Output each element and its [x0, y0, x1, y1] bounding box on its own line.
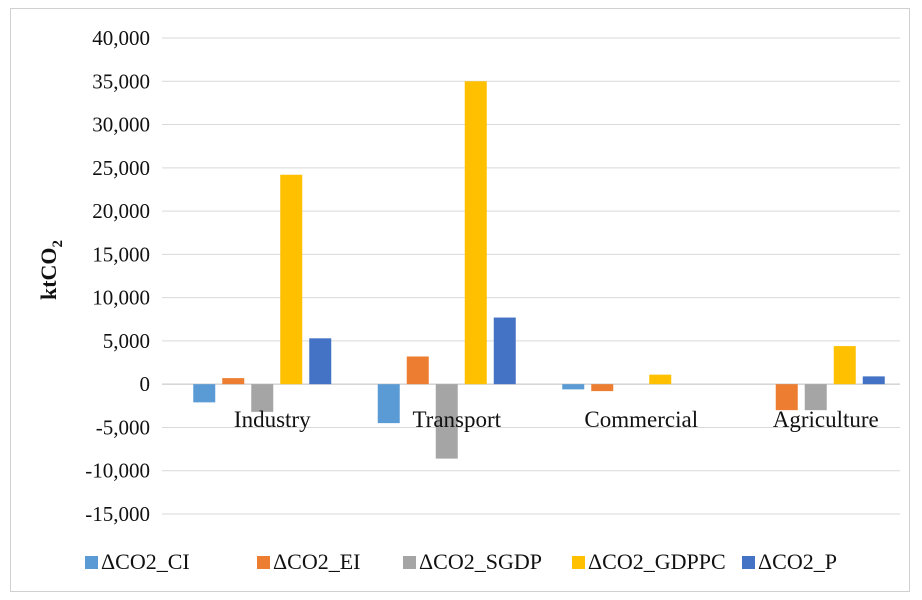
bar-ΔCO2_CI-Transport — [377, 384, 400, 424]
y-tick-label: -15,000 — [85, 502, 150, 526]
bar-ΔCO2_EI-Agriculture — [775, 384, 798, 411]
bar-ΔCO2_EI-Transport — [406, 356, 429, 385]
legend-swatch — [85, 556, 98, 569]
bar-ΔCO2_P-Transport — [493, 317, 516, 385]
bar-ΔCO2_SGDP-Industry — [251, 384, 274, 412]
gridlines — [162, 37, 900, 515]
y-axis-label: ktCO2 — [36, 240, 66, 300]
legend-swatch — [742, 556, 755, 569]
y-axis-ticks: 40,000 35,000 30,000 25,000 20,000 15,000 10,0… — [85, 26, 150, 526]
bar-ΔCO2_SGDP-Transport — [435, 384, 458, 459]
bar-ΔCO2_GDPPC-Industry — [280, 174, 303, 385]
y-tick-label: 30,000 — [92, 113, 150, 137]
y-axis-label-main: ktCO — [36, 247, 61, 300]
y-tick-label: 10,000 — [92, 286, 150, 310]
category-label: Transport — [412, 407, 501, 432]
bar-ΔCO2_SGDP-Agriculture — [804, 384, 827, 411]
bar-ΔCO2_P-Industry — [309, 338, 332, 385]
bar-ΔCO2_CI-Industry — [193, 384, 216, 403]
bars — [193, 81, 885, 459]
bar-ΔCO2_P-Agriculture — [862, 376, 885, 385]
category-label: Agriculture — [773, 407, 879, 432]
legend-swatch — [403, 556, 416, 569]
legend-label: ΔCO2_CI — [101, 549, 190, 574]
legend-swatch — [572, 556, 585, 569]
legend-label: ΔCO2_SGDP — [419, 549, 542, 574]
bar-ΔCO2_CI-Commercial — [562, 384, 585, 390]
y-axis-label-subscript: 2 — [50, 240, 66, 248]
legend: ΔCO2_CI ΔCO2_EI ΔCO2_SGDP ΔCO2_GDPPC ΔCO2_P — [85, 549, 837, 574]
category-label: Commercial — [584, 407, 698, 432]
bar-ΔCO2_GDPPC-Agriculture — [833, 346, 856, 385]
y-tick-label: 5,000 — [103, 329, 150, 353]
y-tick-label: 20,000 — [92, 199, 150, 223]
bar-ΔCO2_GDPPC-Transport — [464, 81, 487, 385]
y-tick-label: -10,000 — [85, 459, 150, 483]
bar-ΔCO2_EI-Industry — [222, 378, 245, 385]
legend-swatch — [257, 556, 270, 569]
category-labels: Industry Transport Commercial Agriculture — [234, 407, 879, 432]
legend-label: ΔCO2_GDPPC — [588, 549, 726, 574]
y-tick-label: 15,000 — [92, 242, 150, 266]
y-tick-label: 0 — [140, 372, 151, 396]
bar-ΔCO2_GDPPC-Commercial — [649, 374, 672, 385]
bar-ΔCO2_EI-Commercial — [591, 384, 614, 392]
y-tick-label: 25,000 — [92, 156, 150, 180]
chart-frame — [10, 8, 910, 592]
y-tick-label: -5,000 — [96, 415, 150, 439]
legend-label: ΔCO2_EI — [273, 549, 360, 574]
category-label: Industry — [234, 407, 311, 432]
legend-label: ΔCO2_P — [758, 549, 837, 574]
y-tick-label: 35,000 — [92, 69, 150, 93]
y-tick-label: 40,000 — [92, 26, 150, 50]
